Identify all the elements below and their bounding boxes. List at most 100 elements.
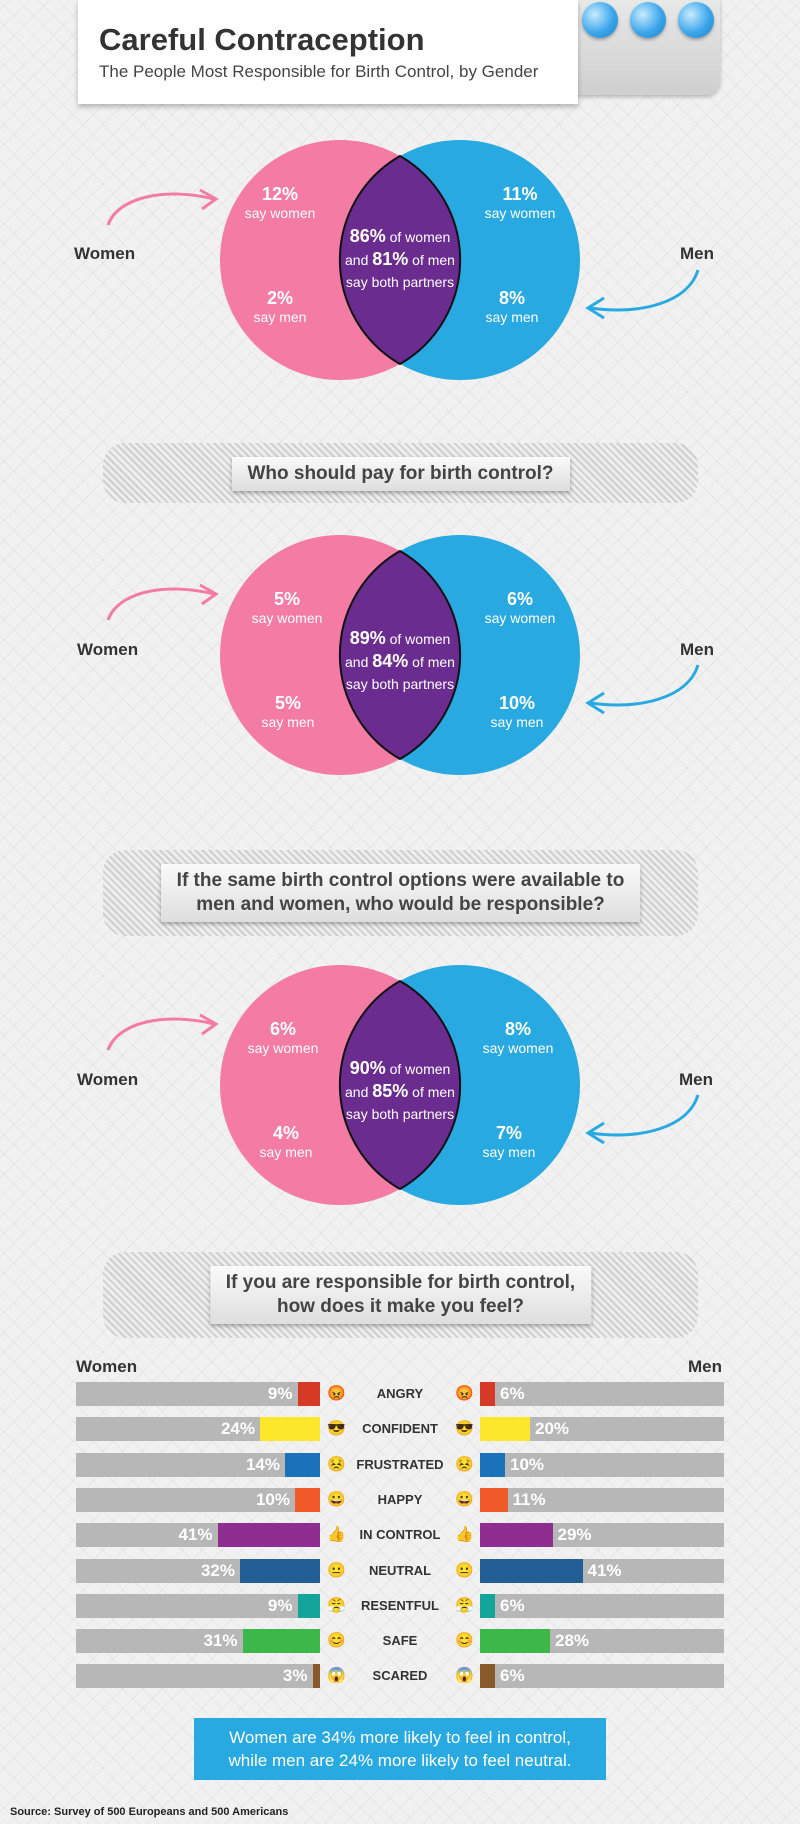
men-say-women: 8% say women [482, 1019, 554, 1056]
men-say-men: 7% say men [482, 1123, 536, 1160]
bar-row-neutral: 32% 41% 😐 😐 NEUTRAL [0, 1558, 800, 1583]
women-bar [217, 1523, 320, 1548]
frustrated-face-icon: 😣 [327, 1455, 346, 1473]
women-arrow [106, 587, 215, 621]
men-bar [480, 1629, 550, 1654]
women-label: Women [77, 640, 139, 659]
women-value-label: 3% [282, 1666, 308, 1686]
summary-callout: Women are 34% more likely to feel in con… [194, 1718, 606, 1780]
resentful-face-icon: 😤 [455, 1596, 474, 1614]
men-say-women: 6% say women [484, 589, 556, 626]
venn-graphic [106, 535, 700, 775]
category-label: CONFIDENT [362, 1421, 438, 1437]
men-value-label: 6% [500, 1384, 525, 1403]
women-bar-track [76, 1664, 320, 1689]
men-bar-track [480, 1593, 724, 1618]
callout-line-2: while men are 24% more likely to feel ne… [228, 1751, 572, 1770]
source-note: Source: Survey of 500 Europeans and 500 … [10, 1806, 289, 1818]
men-bar [480, 1382, 495, 1406]
men-bar-track [480, 1664, 724, 1689]
bar-row-scared: 3% 6% 😱 😱 SCARED [0, 1664, 800, 1689]
both-partners-text: 86% of women and 81% of men say both par… [345, 226, 455, 290]
category-label: IN CONTROL [359, 1527, 441, 1543]
scared-face-icon: 😱 [455, 1667, 474, 1685]
men-label: Men [680, 244, 714, 263]
women-value-label: 10% [255, 1489, 290, 1509]
men-value-label: 29% [557, 1525, 592, 1545]
men-value-label: 28% [555, 1631, 590, 1651]
header-card: Careful Contraception The People Most Re… [78, 0, 578, 104]
women-bar-track [76, 1382, 320, 1406]
men-value-label: 11% [512, 1489, 546, 1509]
bar-row-angry: 9% 6% 😡 😡 ANGRY [0, 1382, 800, 1406]
overlap-lens [338, 979, 462, 1191]
women-label: Women [77, 1070, 139, 1089]
women-arrow-head [199, 188, 219, 211]
pill-icon [630, 2, 666, 38]
both-partners-text: 90% of women and 85% of men say both par… [345, 1058, 455, 1122]
women-bar [240, 1558, 320, 1583]
venn-pay: Women Men 5% say women 5% say men 6% say wo… [0, 530, 800, 790]
women-arrow [106, 1017, 215, 1051]
men-bar-track [480, 1382, 724, 1406]
category-label: FRUSTRATED [356, 1456, 444, 1472]
men-value-label: 20% [535, 1419, 570, 1439]
category-label: ANGRY [376, 1386, 424, 1401]
pill-icon [678, 2, 714, 38]
women-value-label: 9% [267, 1595, 293, 1615]
category-label: NEUTRAL [368, 1562, 432, 1578]
men-value-label: 6% [500, 1666, 525, 1686]
women-say-men: 5% say men [261, 693, 315, 730]
women-bar [297, 1382, 320, 1406]
page-subtitle: The People Most Responsible for Birth Co… [99, 62, 539, 81]
scared-face-icon: 😱 [327, 1667, 346, 1685]
men-value-label: 41% [587, 1560, 622, 1580]
category-label: RESENTFUL [361, 1597, 439, 1613]
men-arrow [589, 269, 700, 312]
smiling-face-icon: 😊 [327, 1632, 346, 1650]
women-value-label: 32% [200, 1560, 235, 1580]
bar-row-happy: 10% 11% 😀 😀 HAPPY [0, 1487, 800, 1512]
men-say-women: 11% say women [484, 184, 556, 221]
sunglasses-face-icon: 😎 [455, 1420, 474, 1438]
women-bar [242, 1629, 320, 1654]
women-say-women: 5% say women [251, 589, 323, 626]
men-column-header: Men [688, 1357, 722, 1376]
men-bar [480, 1523, 553, 1548]
overlap-lens [338, 154, 462, 366]
bar-row-confident: 24% 20% 😎 😎 CONFIDENT [0, 1417, 800, 1442]
smiling-face-icon: 😊 [455, 1632, 474, 1650]
women-bar [260, 1417, 320, 1442]
women-column-header: Women [76, 1357, 138, 1376]
callout-line-1: Women are 34% more likely to feel in con… [229, 1728, 571, 1747]
pill-icon [582, 2, 618, 38]
men-bar [480, 1417, 530, 1442]
women-value-label: 9% [267, 1384, 293, 1403]
question-banner-pay: Who should pay for birth control? [103, 443, 698, 503]
question-same-options: If the same birth control options were a… [160, 864, 641, 922]
women-value-label: 24% [220, 1419, 255, 1439]
bar-row-safe: 31% 28% 😊 😊 SAFE [0, 1629, 800, 1654]
men-value-label: 6% [500, 1595, 525, 1615]
thumbs-up-icon: 👍 [455, 1526, 474, 1544]
women-bar-track [76, 1487, 320, 1512]
venn-graphic [106, 965, 700, 1205]
bar-row-in-control: 41% 29% 👍 👍 IN CONTROL [0, 1523, 800, 1548]
resentful-face-icon: 😤 [327, 1596, 346, 1614]
bar-row-resentful: 9% 6% 😤 😤 RESENTFUL [0, 1593, 800, 1618]
men-label: Men [679, 1070, 713, 1089]
women-bar [295, 1487, 320, 1512]
question-banner-feel: If you are responsible for birth control… [103, 1252, 698, 1338]
women-bar-track [76, 1593, 320, 1618]
category-label: HAPPY [377, 1491, 423, 1507]
men-bar [480, 1452, 505, 1477]
men-arrow [589, 1094, 700, 1137]
venn-responsible: Women Men 12% say women 2% say men 11% say … [0, 135, 800, 395]
women-arrow-head [199, 1013, 219, 1036]
women-label: Women [74, 244, 136, 263]
men-bar [480, 1558, 583, 1583]
category-label: SCARED [372, 1668, 428, 1684]
men-bar [480, 1487, 508, 1512]
question-feel: If you are responsible for birth control… [209, 1266, 592, 1324]
neutral-face-icon: 😐 [327, 1561, 346, 1579]
